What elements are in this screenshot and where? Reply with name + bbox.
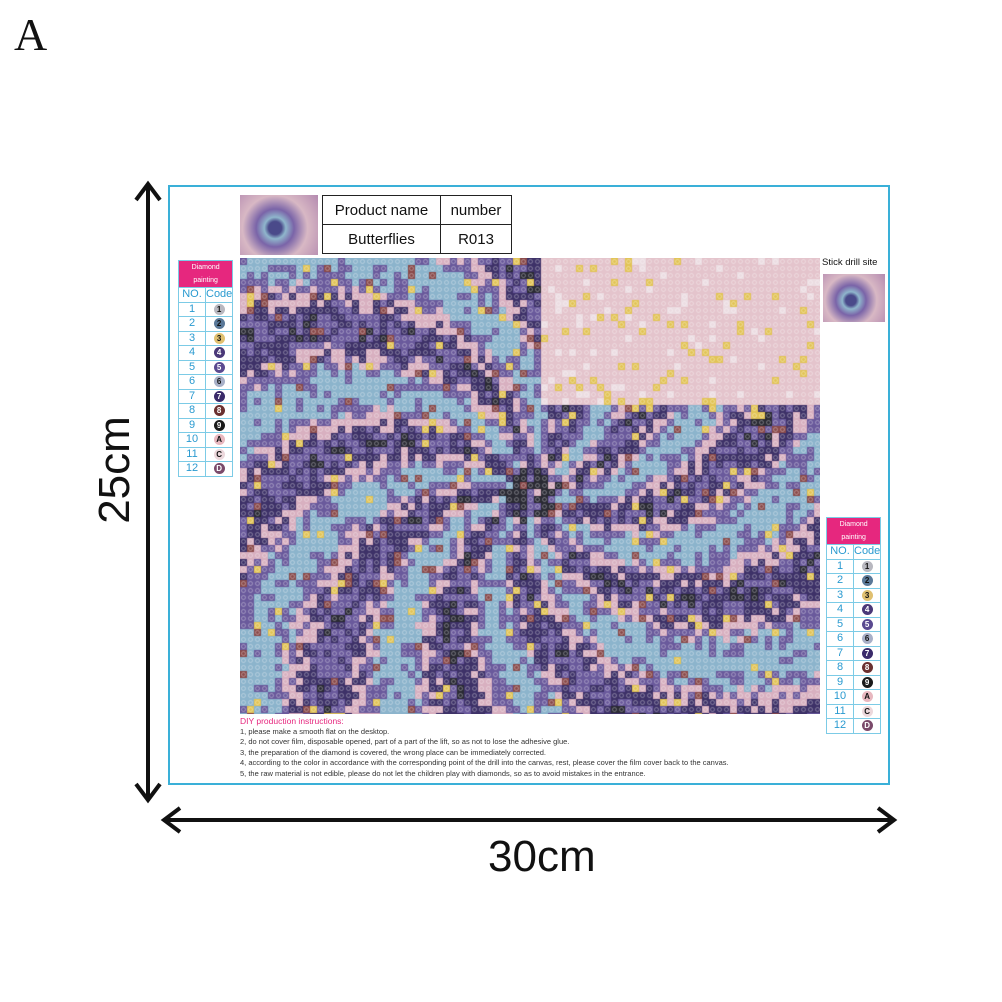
color-swatch: 5 [861, 618, 873, 630]
diamond-mosaic-pattern [240, 258, 820, 714]
color-swatch: D [861, 720, 873, 732]
product-name-value: Butterflies [322, 224, 441, 254]
color-swatch: C [861, 705, 873, 717]
width-dimension-label: 30cm [488, 832, 596, 881]
row-number: 10 [826, 689, 854, 705]
color-swatch: 2 [861, 575, 873, 587]
instructions: DIY production instructions: 1, please m… [240, 716, 729, 780]
color-swatch: 6 [213, 376, 225, 388]
table-title: Diamond painting [177, 260, 234, 288]
instructions-title: DIY production instructions: [240, 716, 344, 726]
code-cell: 3 [852, 587, 882, 603]
number-header: number [440, 195, 512, 225]
code-cell: D [852, 718, 882, 734]
color-swatch: D [213, 463, 225, 475]
table-row: 12 D [826, 718, 882, 734]
color-code-table-right: Diamond painting NO. Code 1 1 2 2 3 3 4 4 5 5 6 6 7 7 8 8… [825, 517, 882, 734]
width-arrow-icon [160, 806, 898, 834]
no-header: NO. [826, 544, 854, 560]
figure-label: A [14, 9, 48, 60]
table-row: 12 D [178, 461, 234, 477]
color-swatch: 4 [861, 604, 873, 616]
code-cell: 4 [204, 345, 234, 361]
code-header: Code [852, 544, 882, 560]
row-number: 12 [826, 718, 854, 734]
color-swatch: 9 [213, 419, 225, 431]
color-swatch: 3 [861, 589, 873, 601]
color-swatch: 6 [861, 633, 873, 645]
instruction-item: 5, the raw material is not edible, pleas… [240, 768, 646, 778]
color-swatch: A [213, 434, 225, 446]
table-row: 11 C [178, 446, 234, 462]
color-swatch: 8 [213, 405, 225, 417]
canvas-frame [168, 185, 890, 785]
color-swatch: 1 [861, 560, 873, 572]
stick-drill-thumbnail [823, 274, 885, 322]
color-swatch: 7 [861, 647, 873, 659]
height-dimension-label: 25cm [90, 416, 139, 524]
color-swatch: C [213, 448, 225, 460]
instruction-item: 3, the preparation of the diamond is cov… [240, 747, 547, 757]
instruction-item: 4, according to the color in accordance … [240, 758, 729, 768]
instruction-item: 1, please make a smooth flat on the desk… [240, 726, 390, 736]
color-swatch: 5 [213, 361, 225, 373]
color-swatch: 4 [213, 347, 225, 359]
product-table: Product name number Butterflies R013 [322, 195, 512, 254]
color-swatch: 2 [213, 318, 225, 330]
number-value: R013 [440, 224, 512, 254]
product-name-header: Product name [322, 195, 441, 225]
table-row: 11 C [826, 703, 882, 719]
color-swatch: 7 [213, 390, 225, 402]
stick-drill-site-label: Stick drill site [822, 257, 878, 268]
color-swatch: A [861, 691, 873, 703]
table-title: Diamond painting [825, 517, 882, 545]
color-swatch: 3 [213, 332, 225, 344]
color-swatch: 9 [861, 676, 873, 688]
code-cell: 6 [204, 374, 234, 390]
color-code-table-left: Diamond painting NO. Code 1 1 2 2 3 3 4 4 5 5 6 6 7 7 8 8… [177, 260, 234, 477]
code-cell: 5 [204, 359, 234, 375]
height-arrow-icon [134, 180, 162, 804]
instruction-item: 2, do not cover film, disposable opened,… [240, 737, 570, 747]
code-cell: D [204, 461, 234, 477]
code-header: Code [204, 287, 234, 303]
butterfly-thumbnail [240, 195, 318, 255]
table-row: 10 A [826, 689, 882, 705]
color-swatch: 8 [861, 662, 873, 674]
color-swatch: 1 [213, 303, 225, 315]
